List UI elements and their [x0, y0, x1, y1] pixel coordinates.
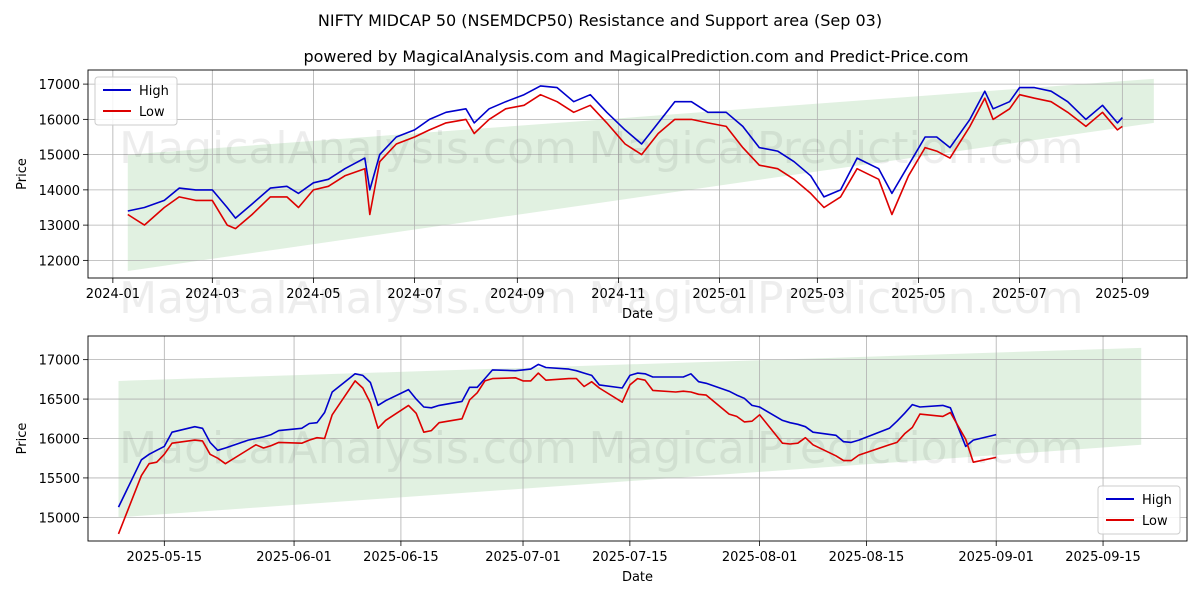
p1-y-axis-label: Price [15, 423, 30, 455]
p0-watermark: MagicalPrediction.com [589, 273, 1084, 324]
p0-y-tick-label: 12000 [39, 254, 80, 269]
p1-x-axis-label: Date [622, 570, 653, 585]
p1-y-tick-label: 17000 [39, 354, 80, 369]
chart-subtitle: powered by MagicalAnalysis.com and Magic… [303, 47, 968, 66]
p1-x-tick-label: 2025-08-01 [722, 550, 798, 565]
p1-y-tick-label: 16000 [39, 433, 80, 448]
p0-x-tick-label: 2024-11 [591, 287, 645, 302]
p0-y-axis-label: Price [15, 158, 30, 190]
p0-x-tick-label: 2025-09 [1095, 287, 1149, 302]
p1-legend: High Low [1097, 485, 1181, 535]
p0-watermark: MagicalAnalysis.com [119, 273, 577, 324]
p0-x-tick-label: 2024-05 [286, 287, 340, 302]
p0-legend-label-high: High [139, 84, 169, 99]
p1-x-tick-label: 2025-09-15 [1065, 550, 1141, 565]
p0-y-tick-label: 14000 [39, 184, 80, 199]
p1-watermark: MagicalAnalysis.com [119, 423, 577, 474]
bottom-panel: 2025-05-15 2025-06-01 2025-06-15 2025-07-01… [15, 335, 1188, 585]
p1-x-tick-label: 2025-08-15 [829, 550, 905, 565]
p0-plot-frame [87, 69, 1188, 279]
p1-y-tick-label: 15500 [39, 472, 80, 487]
p1-x-tick-label: 2025-05-15 [127, 550, 203, 565]
p1-x-tick-label: 2025-06-01 [256, 550, 332, 565]
p0-watermark: MagicalAnalysis.com [119, 123, 577, 174]
p0-x-tick-label: 2024-03 [185, 287, 239, 302]
p1-y-tick-label: 15000 [39, 511, 80, 526]
p0-y-tick-label: 13000 [39, 219, 80, 234]
p0-x-tick-label: 2025-07 [992, 287, 1046, 302]
p0-x-tick-label: 2024-09 [490, 287, 544, 302]
p0-x-tick-label: 2024-01 [86, 287, 140, 302]
p0-legend: High Low [94, 76, 178, 126]
p1-plot-frame [87, 335, 1188, 542]
p0-y-tick-label: 16000 [39, 113, 80, 128]
p1-x-tick-label: 2025-07-15 [592, 550, 668, 565]
p0-resistance-support-band [127, 78, 1154, 271]
p0-watermark: MagicalPrediction.com [589, 123, 1084, 174]
p1-legend-label-low: Low [1142, 514, 1168, 529]
p1-x-tick-label: 2025-09-01 [958, 550, 1034, 565]
p0-x-tick-label: 2025-05 [891, 287, 945, 302]
p1-series-high-line [117, 363, 997, 508]
p0-legend-label-low: Low [139, 105, 165, 120]
chart-title: NIFTY MIDCAP 50 (NSEMDCP50) Resistance a… [318, 11, 882, 30]
p0-x-tick-label: 2024-07 [387, 287, 441, 302]
p0-series-low-line [127, 93, 1123, 230]
p1-x-tick-label: 2025-07-01 [485, 550, 561, 565]
p1-watermark: MagicalPrediction.com [589, 423, 1084, 474]
p1-y-tick-label: 16500 [39, 393, 80, 408]
p0-x-axis-label: Date [622, 307, 653, 322]
p0-y-tick-label: 17000 [39, 78, 80, 93]
top-panel: 2024-01 2024-03 2024-05 2024-07 2024-09 2024-… [15, 69, 1188, 324]
p0-y-tick-label: 15000 [39, 149, 80, 164]
p0-series-high-line [127, 85, 1123, 219]
p0-x-tick-label: 2025-01 [692, 287, 746, 302]
p1-series-low-line [117, 372, 997, 535]
p1-x-tick-label: 2025-06-15 [363, 550, 439, 565]
p1-legend-label-high: High [1142, 493, 1172, 508]
p0-x-tick-label: 2025-03 [790, 287, 844, 302]
